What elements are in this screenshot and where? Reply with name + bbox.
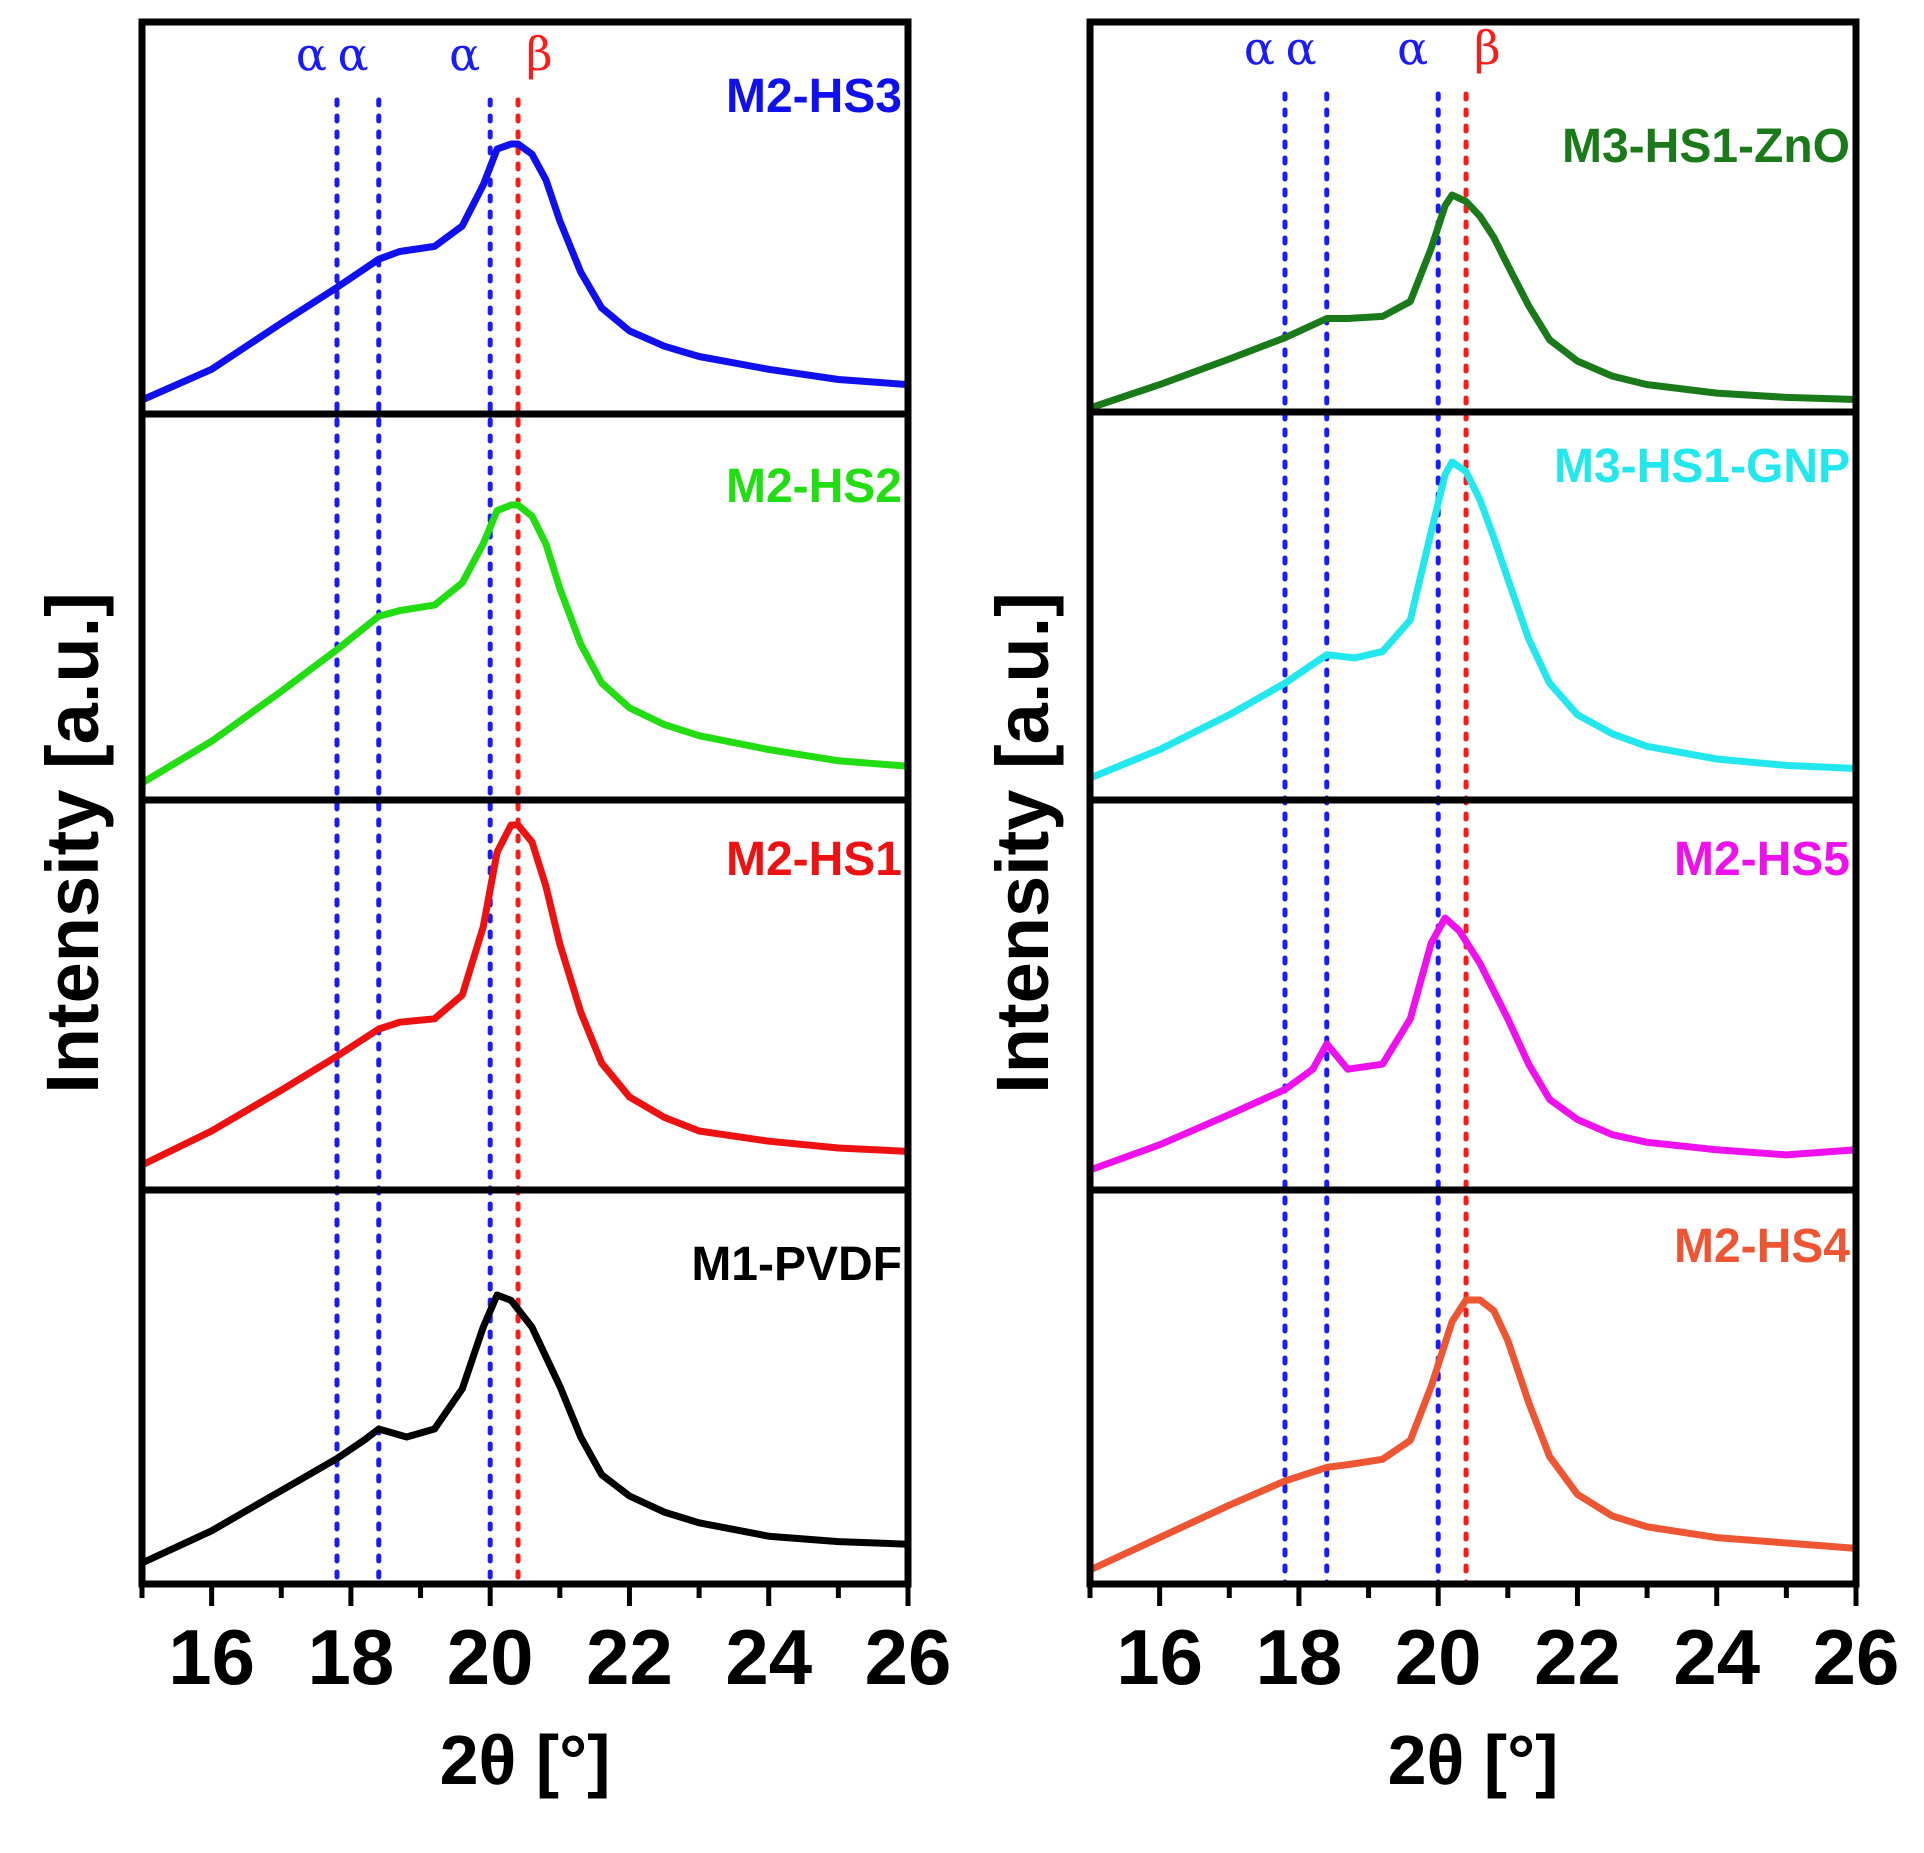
phase-label-alpha-1: α (1286, 21, 1317, 75)
legend-m2-hs5: M2-HS5 (1674, 833, 1850, 886)
curve-m2-hs3 (138, 140, 912, 404)
y-axis-title: Intensity [a.u.] (981, 592, 1064, 1094)
phase-label-alpha-1: α (338, 27, 369, 81)
x-tick-label: 20 (447, 1613, 534, 1701)
curve-m3-hs1-zno (1086, 191, 1860, 412)
legend-m2-hs1: M2-HS1 (726, 833, 902, 886)
x-axis-title: 2θ [°] (1388, 1721, 1559, 1799)
legend-m2-hs2: M2-HS2 (726, 460, 902, 513)
phase-label-alpha-0: α (296, 27, 327, 81)
curve-m1-pvdf (138, 1291, 912, 1567)
y-axis-title: Intensity [a.u.] (31, 592, 114, 1094)
phase-label-beta-3: β (526, 27, 553, 81)
x-tick-label: 26 (1813, 1613, 1900, 1701)
legend-m2-hs4: M2-HS4 (1674, 1220, 1850, 1273)
x-tick-label: 18 (1256, 1613, 1343, 1701)
x-tick-label: 22 (586, 1613, 673, 1701)
phase-label-beta-3: β (1474, 21, 1501, 75)
legend-m3-hs1-gnp: M3-HS1-GNP (1554, 440, 1850, 493)
x-tick-label: 18 (308, 1613, 395, 1701)
legend-m2-hs3: M2-HS3 (726, 70, 902, 123)
curve-m2-hs2 (138, 501, 912, 787)
legend-m1-pvdf: M1-PVDF (691, 1238, 902, 1291)
x-tick-label: 20 (1395, 1613, 1482, 1701)
x-tick-label: 16 (168, 1613, 255, 1701)
x-tick-label: 24 (1673, 1613, 1760, 1701)
legend-m3-hs1-zno: M3-HS1-ZnO (1562, 120, 1850, 173)
x-axis-title: 2θ [°] (440, 1721, 611, 1799)
plot-frame (1086, 18, 1860, 1588)
x-tick-label: 22 (1534, 1613, 1621, 1701)
phase-label-alpha-2: α (1397, 21, 1428, 75)
curve-m3-hs1-gnp (1086, 458, 1860, 782)
phase-label-alpha-2: α (449, 27, 480, 81)
curve-m2-hs5 (1086, 914, 1860, 1174)
x-tick-label: 26 (865, 1613, 952, 1701)
plot-frame (138, 18, 912, 1588)
phase-label-alpha-0: α (1244, 21, 1275, 75)
x-tick-label: 24 (725, 1613, 812, 1701)
curve-m2-hs1 (138, 821, 912, 1169)
x-tick-label: 16 (1116, 1613, 1203, 1701)
curve-m2-hs4 (1086, 1296, 1860, 1574)
